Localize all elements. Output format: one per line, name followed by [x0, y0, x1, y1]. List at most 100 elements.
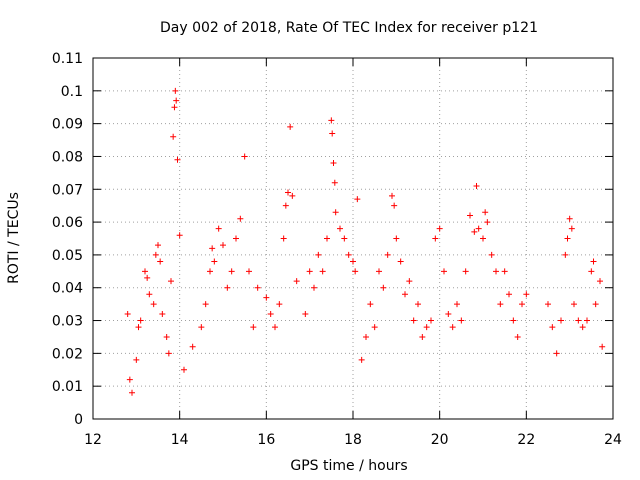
data-point	[211, 258, 218, 265]
data-point	[237, 215, 244, 222]
data-point	[475, 225, 482, 232]
data-point	[152, 251, 159, 258]
data-point	[165, 350, 172, 357]
y-tick-label: 0	[74, 412, 83, 428]
data-point	[137, 317, 144, 324]
data-point	[423, 324, 430, 331]
data-point	[436, 225, 443, 232]
data-point	[220, 242, 226, 249]
data-point	[545, 301, 551, 308]
data-point	[285, 189, 291, 196]
data-points	[124, 87, 606, 396]
data-point	[588, 268, 595, 275]
y-tick-label: 0.07	[52, 182, 83, 198]
data-point	[590, 258, 597, 265]
data-point	[432, 235, 439, 242]
data-point	[389, 192, 395, 199]
data-point	[224, 284, 231, 291]
data-point	[376, 268, 382, 275]
data-point	[592, 301, 599, 308]
data-point	[599, 343, 606, 350]
data-point	[471, 228, 478, 235]
data-point	[462, 268, 469, 275]
y-tick-label: 0.01	[52, 379, 83, 395]
data-point	[473, 182, 480, 189]
data-point	[358, 356, 365, 363]
x-tick-label: 12	[84, 432, 102, 448]
data-point	[311, 284, 317, 291]
data-point	[391, 202, 398, 209]
data-point	[163, 333, 170, 340]
data-point	[558, 317, 564, 324]
data-point	[302, 310, 309, 317]
data-point	[484, 219, 491, 226]
data-point	[341, 235, 348, 242]
data-point	[330, 160, 337, 167]
x-tick-label: 24	[604, 432, 622, 448]
data-point	[415, 301, 421, 308]
data-point	[254, 284, 261, 291]
y-axis-title: ROTI / TECUs	[6, 192, 22, 284]
data-point	[319, 268, 326, 275]
data-point	[282, 202, 289, 209]
data-point	[410, 317, 417, 324]
data-point	[350, 258, 356, 265]
data-point	[562, 251, 569, 258]
data-point	[566, 215, 573, 222]
x-tick-label: 18	[344, 432, 362, 448]
chart-title: Day 002 of 2018, Rate Of TEC Index for r…	[160, 20, 538, 36]
data-point	[488, 251, 495, 258]
data-point	[328, 117, 335, 124]
y-tick-label: 0.05	[52, 248, 83, 264]
data-point	[402, 291, 408, 298]
axis-ticks	[92, 57, 614, 420]
data-point	[215, 225, 222, 232]
data-point	[584, 317, 590, 324]
data-point	[172, 87, 179, 94]
data-point	[176, 232, 183, 239]
data-point	[549, 324, 556, 331]
y-tick-label: 0.04	[52, 281, 83, 297]
data-point	[267, 310, 274, 317]
x-tick-label: 20	[431, 432, 449, 448]
data-point	[482, 209, 489, 216]
data-point	[124, 310, 131, 317]
data-point	[393, 235, 400, 242]
y-tick-label: 0.11	[52, 51, 83, 67]
data-point	[228, 268, 235, 275]
data-point	[146, 291, 153, 298]
data-point	[170, 133, 177, 140]
y-axis-tick-labels: 0 0.01 0.02 0.03 0.04 0.05 0.06 0.07 0.08 0.09 0.1…	[52, 51, 83, 428]
data-point	[189, 343, 196, 350]
data-point	[276, 301, 283, 308]
data-point	[568, 225, 575, 232]
data-point	[331, 179, 338, 186]
data-point	[510, 317, 517, 324]
y-tick-label: 0.08	[52, 149, 83, 165]
data-point	[352, 268, 359, 275]
data-point	[397, 258, 404, 265]
data-point	[129, 389, 135, 396]
data-point	[501, 268, 508, 275]
data-point	[553, 350, 560, 357]
data-point	[380, 284, 387, 291]
data-point	[579, 324, 586, 331]
data-point	[173, 97, 180, 104]
data-point	[207, 268, 213, 275]
data-point	[523, 291, 530, 298]
data-point	[575, 317, 582, 324]
data-point	[171, 104, 178, 111]
data-point	[337, 225, 343, 232]
data-point	[241, 153, 248, 160]
data-point	[345, 251, 352, 258]
data-point	[159, 310, 166, 317]
data-point	[157, 258, 164, 265]
data-point	[519, 301, 525, 308]
data-point	[406, 278, 413, 285]
grid-lines	[93, 58, 613, 419]
data-point	[445, 310, 452, 317]
data-point	[144, 274, 151, 281]
data-point	[454, 301, 460, 308]
